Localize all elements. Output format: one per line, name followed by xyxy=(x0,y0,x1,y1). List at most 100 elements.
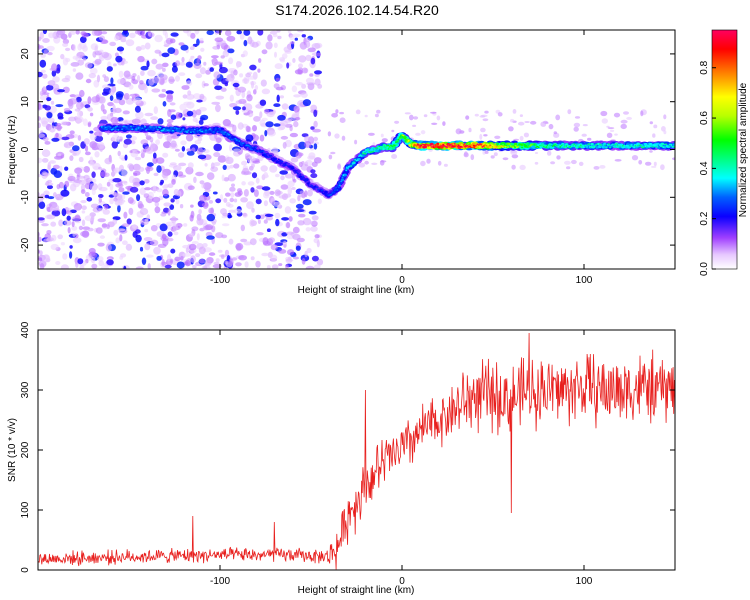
noise-speck xyxy=(286,62,290,69)
noise-speck xyxy=(92,207,102,213)
noise-speck xyxy=(80,103,85,108)
noise-speck xyxy=(237,122,244,130)
noise-speck xyxy=(582,124,588,127)
y-tick-label: -10 xyxy=(20,190,31,205)
noise-speck xyxy=(250,256,255,261)
noise-speck xyxy=(502,157,509,161)
noise-speck xyxy=(82,57,87,62)
noise-speck xyxy=(219,194,224,201)
noise-speck xyxy=(122,191,130,195)
noise-speck xyxy=(113,98,121,104)
noise-speck xyxy=(42,136,49,142)
noise-speck xyxy=(86,197,93,202)
noise-speck xyxy=(194,140,202,145)
noise-speck xyxy=(72,68,77,72)
noise-speck xyxy=(75,30,80,35)
noise-speck xyxy=(273,103,281,107)
noise-speck xyxy=(49,67,56,71)
noise-speck xyxy=(198,119,204,125)
ridge-blob xyxy=(136,125,139,128)
noise-speck xyxy=(156,157,165,164)
noise-speck xyxy=(257,30,264,36)
colorbar-tick-label: 0.0 xyxy=(699,262,710,276)
noise-speck xyxy=(153,246,161,255)
ridge-blob xyxy=(240,144,243,147)
noise-speck xyxy=(167,254,171,262)
noise-speck xyxy=(47,179,53,184)
noise-speck xyxy=(76,173,81,177)
noise-speck xyxy=(69,245,73,249)
noise-speck xyxy=(85,78,92,84)
noise-speck xyxy=(113,63,117,67)
noise-speck xyxy=(229,197,235,203)
noise-speck xyxy=(547,150,552,156)
ridge-blob xyxy=(338,184,341,187)
ridge-blob xyxy=(195,130,197,132)
noise-speck xyxy=(94,45,98,53)
noise-speck xyxy=(193,176,197,183)
noise-speck xyxy=(41,254,51,263)
noise-speck xyxy=(148,32,155,38)
noise-speck xyxy=(173,165,182,171)
ridge-blob xyxy=(337,186,340,189)
noise-speck xyxy=(436,115,441,121)
noise-speck xyxy=(146,254,154,258)
ridge-blob xyxy=(610,144,613,147)
noise-speck xyxy=(64,220,72,226)
noise-speck xyxy=(261,49,268,55)
ridge-blob xyxy=(545,146,548,148)
ridge-blob xyxy=(117,129,120,131)
noise-speck xyxy=(287,186,293,195)
noise-speck xyxy=(279,170,289,175)
noise-speck xyxy=(242,50,248,57)
noise-speck xyxy=(140,65,149,71)
ridge-blob xyxy=(181,130,183,132)
ridge-blob xyxy=(281,160,284,163)
spectrogram-marks xyxy=(38,30,675,269)
ridge-blob xyxy=(603,144,606,146)
noise-speck xyxy=(198,107,207,112)
ridge-blob xyxy=(508,143,511,145)
noise-speck xyxy=(252,125,257,132)
noise-speck xyxy=(62,42,69,48)
ridge-blob xyxy=(512,146,515,148)
noise-speck xyxy=(66,211,73,216)
noise-speck xyxy=(277,35,282,40)
ridge-blob xyxy=(211,128,214,130)
noise-speck xyxy=(339,117,346,123)
noise-speck xyxy=(196,147,204,156)
noise-speck xyxy=(136,194,141,202)
noise-speck xyxy=(287,249,295,256)
noise-speck xyxy=(239,73,244,78)
noise-speck xyxy=(39,90,44,97)
noise-speck xyxy=(117,150,121,157)
ridge-blob xyxy=(403,136,407,139)
noise-speck xyxy=(116,46,125,52)
ridge-blob xyxy=(389,144,392,147)
noise-speck xyxy=(297,30,304,33)
noise-speck xyxy=(144,85,148,94)
ridge-blob xyxy=(658,144,661,146)
noise-speck xyxy=(72,216,81,222)
noise-speck xyxy=(304,190,308,198)
noise-speck xyxy=(79,54,83,58)
noise-speck xyxy=(38,157,43,164)
noise-speck xyxy=(174,148,180,152)
noise-speck xyxy=(192,264,197,269)
noise-speck xyxy=(127,163,134,170)
noise-speck xyxy=(249,64,257,71)
noise-speck xyxy=(136,75,141,82)
noise-speck xyxy=(121,193,126,200)
noise-speck xyxy=(314,78,321,86)
noise-speck xyxy=(177,152,185,158)
noise-speck xyxy=(76,101,84,110)
noise-speck xyxy=(67,227,71,234)
noise-speck xyxy=(51,210,61,217)
ridge-blob xyxy=(456,144,459,147)
noise-speck xyxy=(147,69,156,77)
ridge-blob xyxy=(579,144,582,147)
ridge-blob xyxy=(405,138,408,141)
noise-speck xyxy=(285,264,289,269)
noise-speck xyxy=(242,212,247,217)
noise-speck xyxy=(484,110,489,114)
